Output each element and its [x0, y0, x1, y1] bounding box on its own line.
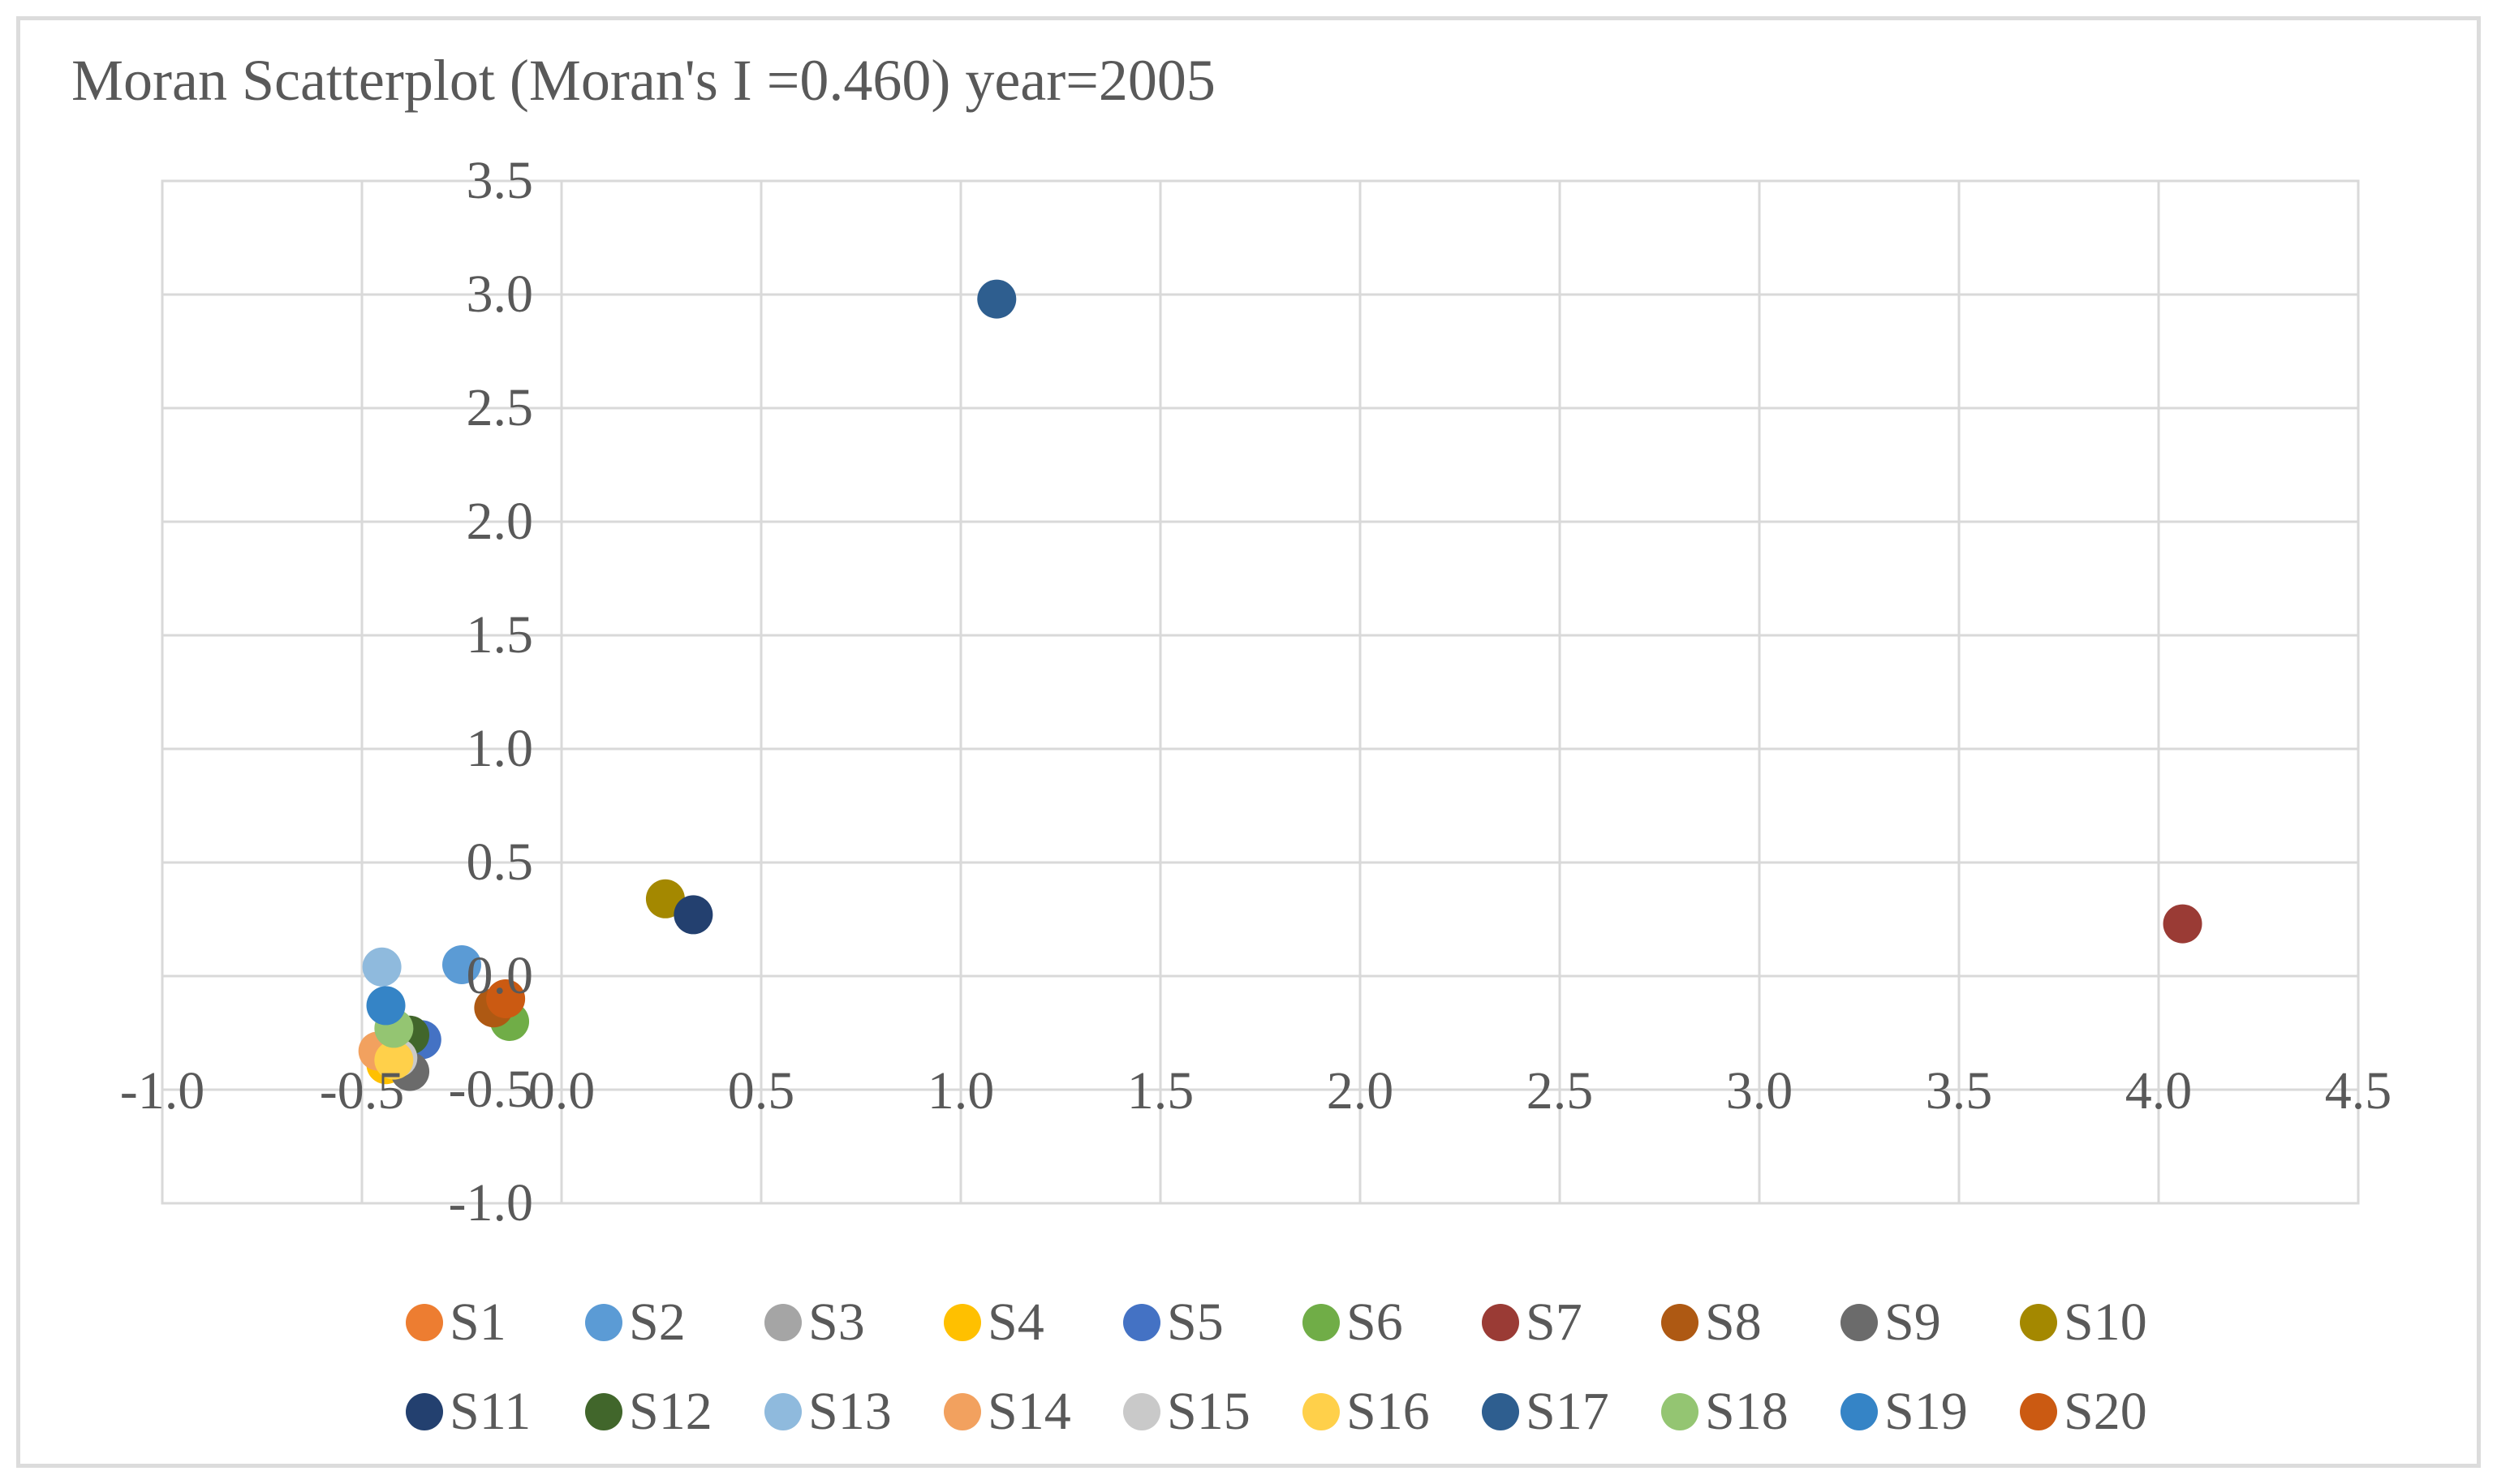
x-tick-label: 0.0: [527, 1061, 596, 1121]
chart-title: Moran Scatterplot (Moran's I =0.460) yea…: [71, 48, 1216, 113]
legend-item-S15: S15: [1123, 1385, 1302, 1439]
legend-item-S2: S2: [585, 1296, 764, 1349]
data-point-S16: [374, 1040, 414, 1080]
legend-marker-icon: [2020, 1304, 2057, 1341]
legend-item-S13: S13: [764, 1385, 944, 1439]
legend-label: S4: [988, 1293, 1044, 1352]
legend-label: S8: [1705, 1293, 1762, 1352]
legend-label: S6: [1346, 1293, 1403, 1352]
legend-marker-icon: [2020, 1393, 2057, 1430]
legend-row-1: S1 S2 S3 S4 S5 S6 S7 S8 S9 S10: [406, 1296, 2199, 1349]
data-point-S11: [674, 895, 713, 935]
legend-item-S5: S5: [1123, 1296, 1302, 1349]
legend-label: S1: [450, 1293, 506, 1352]
legend-item-S17: S17: [1482, 1385, 1661, 1439]
legend-label: S7: [1526, 1293, 1582, 1352]
data-point-S17: [977, 279, 1017, 319]
legend-item-S8: S8: [1661, 1296, 1840, 1349]
y-tick-label: 2.0: [466, 492, 534, 551]
legend-label: S17: [1526, 1382, 1609, 1441]
legend-item-S10: S10: [2020, 1296, 2199, 1349]
y-tick-label: -1.0: [448, 1173, 533, 1232]
data-point-S20: [486, 979, 526, 1018]
x-tick-label: 1.5: [1126, 1061, 1195, 1121]
legend-item-S9: S9: [1840, 1296, 2020, 1349]
legend-item-S14: S14: [944, 1385, 1123, 1439]
legend-marker-icon: [1302, 1393, 1340, 1430]
legend-marker-icon: [585, 1304, 622, 1341]
legend-row-2: S11 S12 S13 S14 S15 S16 S17 S18 S19 S20: [406, 1385, 2199, 1439]
legend-marker-icon: [1661, 1304, 1698, 1341]
legend-label: S10: [2064, 1293, 2147, 1352]
legend-item-S20: S20: [2020, 1385, 2199, 1439]
legend-marker-icon: [764, 1393, 802, 1430]
legend-label: S12: [629, 1382, 713, 1441]
legend-label: S11: [450, 1382, 532, 1441]
legend-marker-icon: [1302, 1304, 1340, 1341]
x-tick-label: 4.5: [2324, 1061, 2392, 1121]
legend-item-S6: S6: [1302, 1296, 1482, 1349]
legend-item-S11: S11: [406, 1385, 585, 1439]
legend-marker-icon: [585, 1393, 622, 1430]
x-tick-label: 4.0: [2125, 1061, 2193, 1121]
legend-marker-icon: [1840, 1393, 1878, 1430]
legend-item-S16: S16: [1302, 1385, 1482, 1439]
legend-label: S5: [1167, 1293, 1224, 1352]
legend-label: S15: [1167, 1382, 1251, 1441]
y-tick-label: 3.5: [466, 151, 534, 210]
y-tick-label: -0.5: [448, 1060, 533, 1119]
legend-marker-icon: [1661, 1393, 1698, 1430]
legend-item-S18: S18: [1661, 1385, 1840, 1439]
x-tick-label: 3.5: [1925, 1061, 1993, 1121]
legend-marker-icon: [1123, 1393, 1160, 1430]
legend-label: S13: [808, 1382, 892, 1441]
x-tick-label: 3.0: [1725, 1061, 1793, 1121]
legend-item-S1: S1: [406, 1296, 585, 1349]
legend-label: S14: [988, 1382, 1071, 1441]
legend-item-S3: S3: [764, 1296, 944, 1349]
x-tick-label: 0.5: [727, 1061, 795, 1121]
legend-label: S19: [1884, 1382, 1968, 1441]
legend-item-S19: S19: [1840, 1385, 2020, 1439]
legend-marker-icon: [1482, 1304, 1519, 1341]
x-tick-label: -0.5: [319, 1061, 405, 1121]
y-tick-label: 2.5: [466, 378, 534, 437]
figure-border: [16, 16, 2481, 1468]
y-tick-label: 1.5: [466, 605, 534, 665]
legend-marker-icon: [764, 1304, 802, 1341]
plot-area-border: [161, 179, 2360, 1205]
legend-marker-icon: [406, 1393, 443, 1430]
y-tick-label: 0.0: [466, 946, 534, 1005]
data-point-S2: [442, 945, 481, 984]
legend-label: S2: [629, 1293, 686, 1352]
legend-label: S20: [2064, 1382, 2147, 1441]
legend-marker-icon: [944, 1304, 981, 1341]
legend-label: S16: [1346, 1382, 1430, 1441]
x-tick-label: 2.5: [1526, 1061, 1594, 1121]
x-tick-label: 1.0: [927, 1061, 995, 1121]
y-tick-label: 0.5: [466, 832, 534, 892]
data-point-S19: [366, 986, 406, 1026]
x-tick-label: -1.0: [119, 1061, 205, 1121]
legend-label: S3: [808, 1293, 865, 1352]
legend-marker-icon: [1482, 1393, 1519, 1430]
data-point-S13: [362, 947, 402, 987]
legend-marker-icon: [1840, 1304, 1878, 1341]
legend-item-S12: S12: [585, 1385, 764, 1439]
legend-marker-icon: [406, 1304, 443, 1341]
legend-item-S7: S7: [1482, 1296, 1661, 1349]
legend-marker-icon: [1123, 1304, 1160, 1341]
legend-item-S4: S4: [944, 1296, 1123, 1349]
data-point-S7: [2163, 904, 2202, 944]
legend-label: S9: [1884, 1293, 1941, 1352]
legend-label: S18: [1705, 1382, 1789, 1441]
y-tick-label: 1.0: [466, 719, 534, 778]
y-tick-label: 3.0: [466, 265, 534, 324]
x-tick-label: 2.0: [1326, 1061, 1394, 1121]
legend-marker-icon: [944, 1393, 981, 1430]
